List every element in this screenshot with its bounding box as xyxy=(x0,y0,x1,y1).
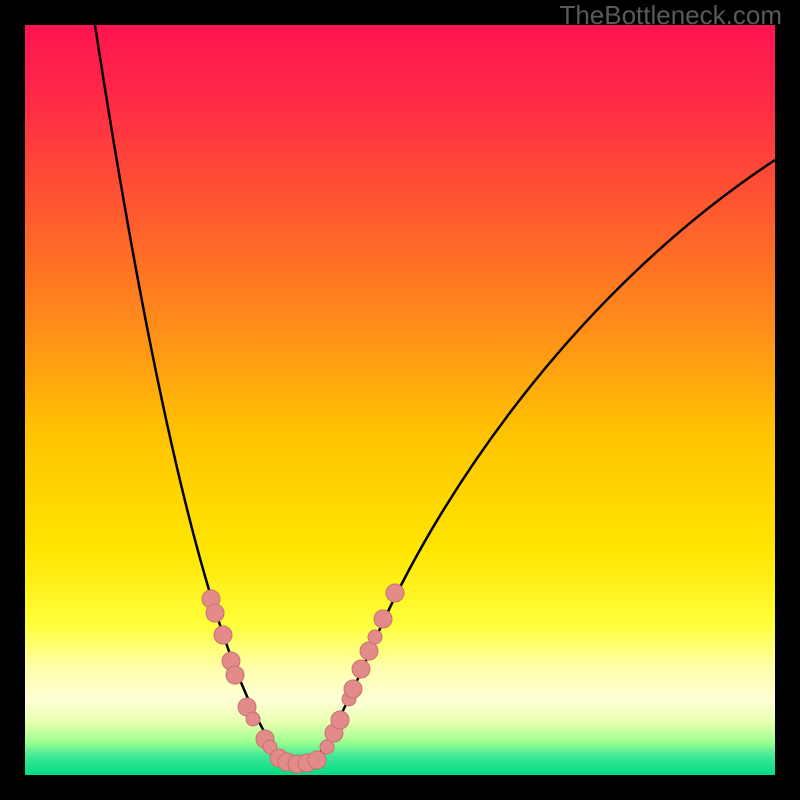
chart-svg xyxy=(25,25,775,775)
data-point xyxy=(374,610,392,628)
data-point xyxy=(246,712,260,726)
dot-cluster xyxy=(202,584,404,773)
watermark-text: TheBottleneck.com xyxy=(559,0,782,31)
data-point xyxy=(308,751,326,769)
data-point xyxy=(352,660,370,678)
curve-right xyxy=(315,160,775,760)
v-curve xyxy=(95,25,775,764)
plot-area xyxy=(25,25,775,775)
data-point xyxy=(226,666,244,684)
chart-frame: TheBottleneck.com xyxy=(0,0,800,800)
data-point xyxy=(386,584,404,602)
data-point xyxy=(360,642,378,660)
data-point xyxy=(206,604,224,622)
data-point xyxy=(344,680,362,698)
curve-left xyxy=(95,25,283,760)
data-point xyxy=(331,711,349,729)
data-point xyxy=(368,630,382,644)
data-point xyxy=(214,626,232,644)
